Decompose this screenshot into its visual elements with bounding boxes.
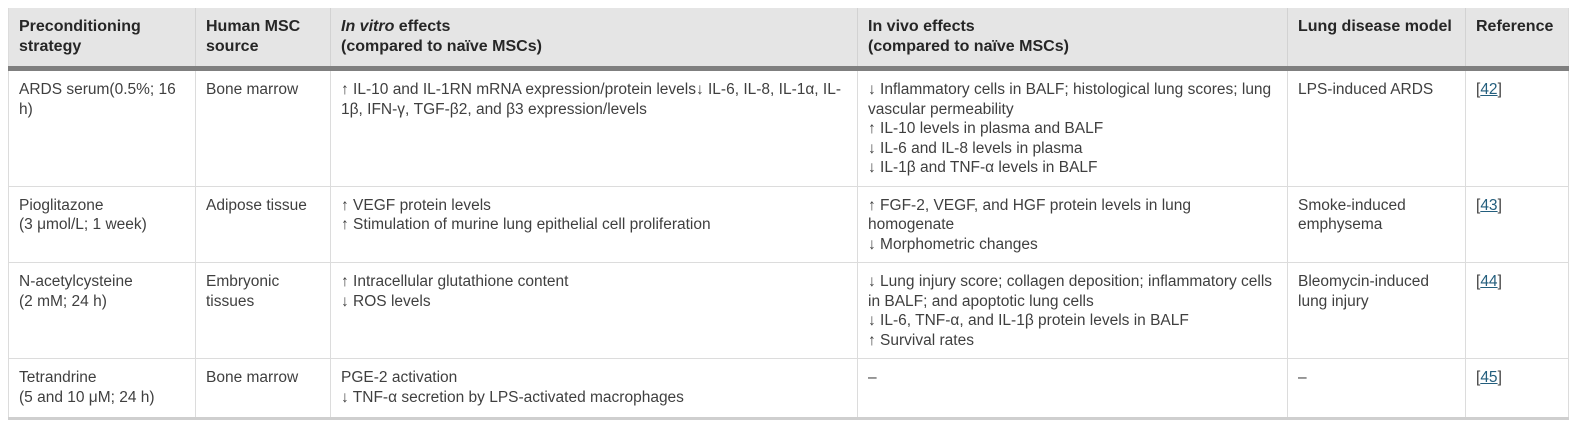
cell-strategy: Tetrandrine (5 and 10 μM; 24 h) xyxy=(8,358,196,419)
cell-msc-source: Bone marrow xyxy=(195,358,331,419)
table-row-n-acetylcysteine: N-acetylcysteine (2 mM; 24 h) Embryonic … xyxy=(8,262,1569,359)
reference-bracket-open: [ xyxy=(1476,369,1481,386)
in-vitro-sub-label: (compared to naïve MSCs) xyxy=(341,38,542,55)
cell-reference: [44] xyxy=(1465,262,1569,359)
reference-link[interactable]: 45 xyxy=(1480,369,1498,386)
header-in-vitro-effects: In vitro effects (compared to naïve MSCs) xyxy=(330,8,858,71)
header-human-msc-source: Human MSC source xyxy=(195,8,331,71)
cell-in-vitro-effects: ↑ Intracellular glutathione content ↓ RO… xyxy=(330,262,858,359)
reference-bracket-open: [ xyxy=(1476,81,1481,98)
reference-bracket-close: ] xyxy=(1497,369,1502,386)
in-vivo-label: In vivo effects xyxy=(868,18,975,35)
cell-msc-source: Embryonic tissues xyxy=(195,262,331,359)
cell-in-vivo-effects: ↑ FGF-2, VEGF, and HGF protein levels in… xyxy=(857,185,1288,263)
header-in-vivo-effects: In vivo effects (compared to naïve MSCs) xyxy=(857,8,1288,71)
in-vivo-sub-label: (compared to naïve MSCs) xyxy=(868,38,1069,55)
table-row-ards-serum: ARDS serum(0.5%; 16 h) Bone marrow ↑ IL-… xyxy=(8,68,1569,186)
cell-in-vitro-effects: PGE-2 activation ↓ TNF-α secretion by LP… xyxy=(330,358,858,419)
cell-reference: [42] xyxy=(1465,68,1569,186)
cell-in-vivo-effects: ↓ Inflammatory cells in BALF; histologic… xyxy=(857,68,1288,186)
cell-in-vivo-effects: ↓ Lung injury score; collagen deposition… xyxy=(857,262,1288,359)
cell-msc-source: Bone marrow xyxy=(195,68,331,186)
reference-link[interactable]: 44 xyxy=(1480,273,1498,290)
cell-reference: [45] xyxy=(1465,358,1569,419)
header-row: Preconditioning strategy Human MSC sourc… xyxy=(8,8,1569,71)
cell-strategy: ARDS serum(0.5%; 16 h) xyxy=(8,68,196,186)
header-preconditioning-strategy: Preconditioning strategy xyxy=(8,8,196,71)
reference-bracket-open: [ xyxy=(1476,196,1481,214)
table-row-tetrandrine: Tetrandrine (5 and 10 μM; 24 h) Bone mar… xyxy=(8,358,1569,419)
reference-bracket-close: ] xyxy=(1497,196,1502,214)
msc-preconditioning-table: Preconditioning strategy Human MSC sourc… xyxy=(8,8,1569,420)
cell-msc-source: Adipose tissue xyxy=(195,185,331,263)
in-vitro-italic-label: In vitro xyxy=(341,18,395,35)
cell-lung-disease-model: Smoke-induced emphysema xyxy=(1287,185,1466,263)
cell-reference: [43] xyxy=(1465,185,1569,263)
table-row-pioglitazone: Pioglitazone (3 μmol/L; 1 week) Adipose … xyxy=(8,185,1569,263)
reference-bracket-open: [ xyxy=(1476,273,1481,290)
header-lung-disease-model: Lung disease model xyxy=(1287,8,1466,71)
reference-bracket-close: ] xyxy=(1497,273,1502,290)
reference-link[interactable]: 42 xyxy=(1480,81,1498,98)
cell-lung-disease-model: – xyxy=(1287,358,1466,419)
cell-lung-disease-model: LPS-induced ARDS xyxy=(1287,68,1466,186)
reference-link[interactable]: 43 xyxy=(1480,196,1498,214)
cell-in-vitro-effects: ↑ IL-10 and IL-1RN mRNA expression/prote… xyxy=(330,68,858,186)
cell-strategy: N-acetylcysteine (2 mM; 24 h) xyxy=(8,262,196,359)
header-reference: Reference xyxy=(1465,8,1569,71)
cell-strategy: Pioglitazone (3 μmol/L; 1 week) xyxy=(8,185,196,263)
in-vitro-rest-label: effects xyxy=(394,18,451,35)
cell-in-vivo-effects: – xyxy=(857,358,1288,419)
reference-bracket-close: ] xyxy=(1497,81,1502,98)
cell-lung-disease-model: Bleomycin-induced lung injury xyxy=(1287,262,1466,359)
cell-in-vitro-effects: ↑ VEGF protein levels ↑ Stimulation of m… xyxy=(330,185,858,263)
